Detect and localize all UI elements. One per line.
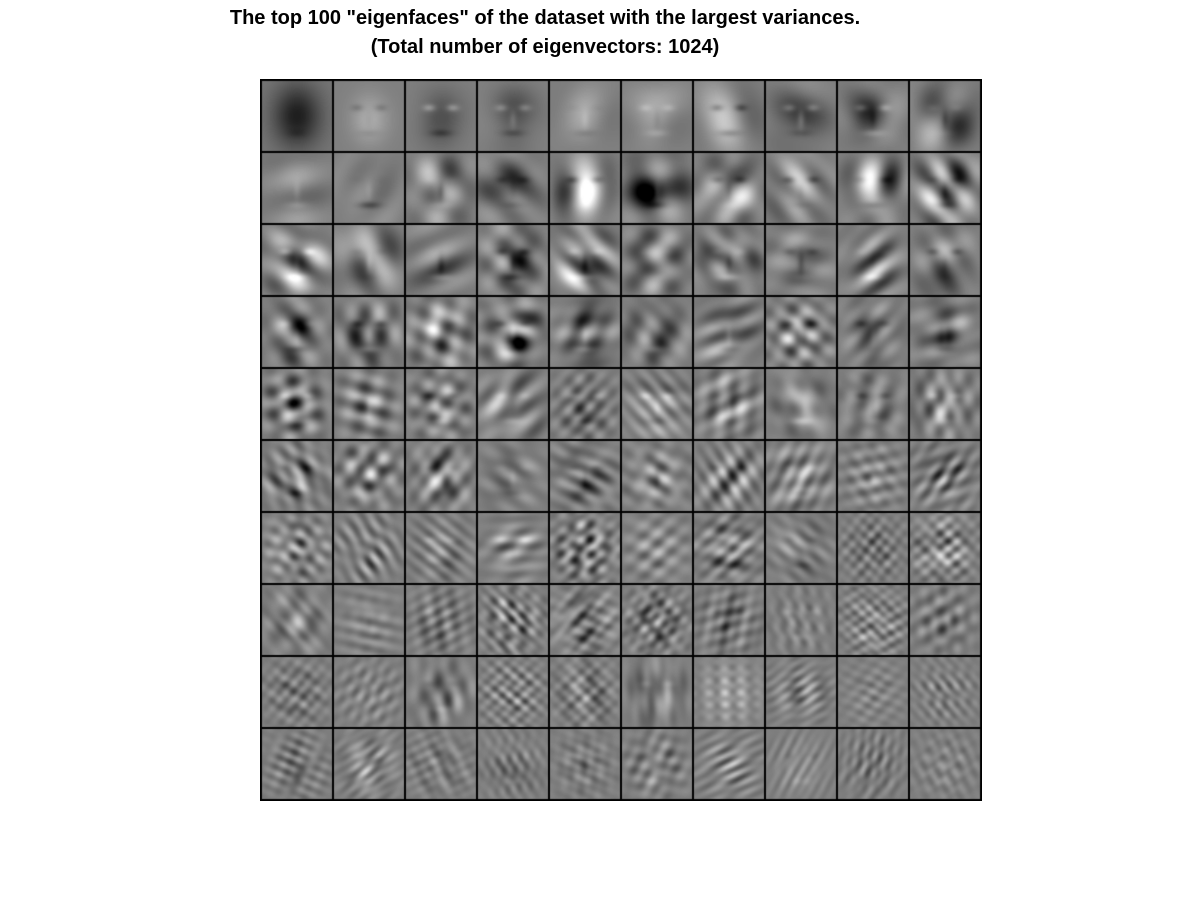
- figure-title: The top 100 "eigenfaces" of the dataset …: [0, 4, 1090, 62]
- title-line-1: The top 100 "eigenfaces" of the dataset …: [229, 7, 861, 29]
- eigenface-grid-image: [260, 79, 982, 801]
- eigenface-mosaic: [260, 79, 982, 801]
- title-line-2: (Total number of eigenvectors: 1024): [370, 36, 720, 58]
